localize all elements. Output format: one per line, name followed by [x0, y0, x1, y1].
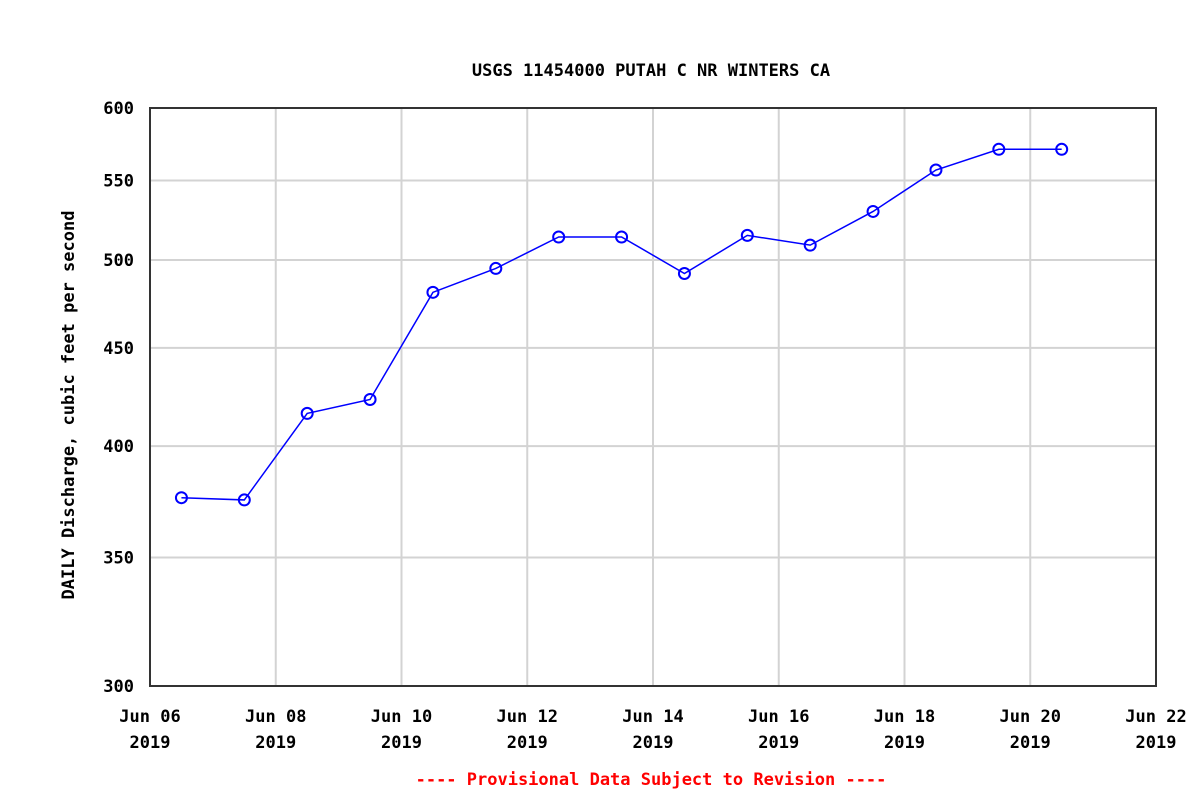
data-point-marker — [929, 163, 943, 177]
plot-area-border — [149, 107, 1157, 687]
x-tick-year: 2019 — [633, 733, 674, 753]
y-tick-label: 500 — [103, 251, 134, 271]
y-tick-label: 550 — [103, 172, 134, 192]
y-tick-label: 400 — [103, 437, 134, 457]
series-line — [181, 148, 1062, 501]
data-point-marker — [677, 266, 691, 280]
x-tick-year: 2019 — [758, 733, 799, 753]
y-axis-ticks: 300 350 400 450 500 550 600 — [103, 99, 134, 697]
data-point-marker — [552, 230, 566, 244]
y-tick-label: 350 — [103, 548, 134, 568]
data-point-marker — [615, 230, 629, 244]
x-tick-label: Jun 18 — [874, 707, 935, 727]
data-point-marker — [237, 493, 251, 507]
x-tick-label: Jun 08 — [245, 707, 306, 727]
x-tick-year: 2019 — [1010, 733, 1051, 753]
data-point-marker — [992, 142, 1006, 156]
y-tick-label: 300 — [103, 677, 134, 697]
data-point-marker — [866, 204, 880, 218]
x-tick-year: 2019 — [255, 733, 296, 753]
x-axis-ticks: Jun 06 2019 Jun 08 2019 Jun 10 2019 Jun 12 2019… — [119, 707, 1186, 753]
x-tick-label: Jun 14 — [622, 707, 683, 727]
y-tick-label: 600 — [103, 99, 134, 119]
x-tick-year: 2019 — [381, 733, 422, 753]
data-point-marker — [489, 261, 503, 275]
data-series — [174, 142, 1069, 507]
y-axis-label: DAILY Discharge, cubic feet per second — [59, 211, 79, 600]
x-tick-year: 2019 — [884, 733, 925, 753]
provisional-data-note: ---- Provisional Data Subject to Revisio… — [416, 770, 887, 790]
x-tick-label: Jun 06 — [119, 707, 180, 727]
x-tick-label: Jun 12 — [497, 707, 558, 727]
x-tick-label: Jun 16 — [748, 707, 809, 727]
x-tick-label: Jun 22 — [1125, 707, 1186, 727]
x-tick-label: Jun 10 — [371, 707, 432, 727]
x-tick-label: Jun 20 — [1000, 707, 1061, 727]
data-point-marker — [1055, 142, 1069, 156]
x-tick-year: 2019 — [130, 733, 171, 753]
data-point-marker — [740, 228, 754, 242]
x-tick-year: 2019 — [1136, 733, 1177, 753]
data-point-marker — [426, 285, 440, 299]
data-point-marker — [363, 392, 377, 406]
y-tick-label: 450 — [103, 339, 134, 359]
gridlines — [150, 108, 1156, 686]
data-point-marker — [174, 491, 188, 505]
data-point-marker — [300, 406, 314, 420]
chart-title: USGS 11454000 PUTAH C NR WINTERS CA — [472, 61, 830, 81]
x-tick-year: 2019 — [507, 733, 548, 753]
data-point-marker — [803, 238, 817, 252]
